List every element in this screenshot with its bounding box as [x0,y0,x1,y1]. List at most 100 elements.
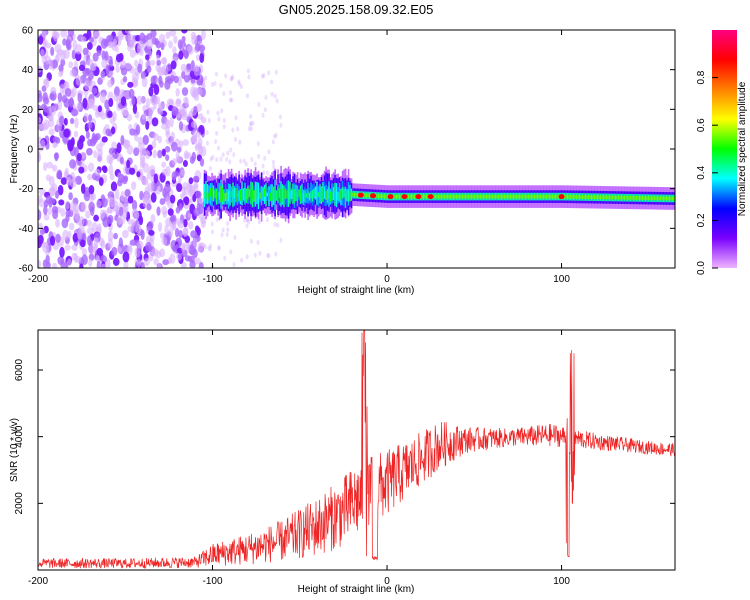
band-segment [482,194,485,199]
noise-blob [116,151,122,162]
noise-blob [189,260,196,268]
noise-blob [54,152,59,162]
band-segment [278,188,281,198]
noise-blob [140,156,146,167]
band-segment [568,194,570,199]
noise-blob [50,86,57,95]
noise-blob [42,30,47,38]
noise-blob [169,253,176,264]
noise-blob [195,87,203,96]
band-segment [212,188,215,196]
noise-blob [46,161,54,169]
noise-blob [124,139,131,148]
band-segment [313,188,315,199]
noise-blob [256,141,260,147]
noise-blob [80,183,86,195]
noise-blob [100,38,108,49]
band-segment [587,195,590,199]
band-segment [350,191,353,196]
band-segment [535,194,537,199]
noise-blob [57,184,64,196]
noise-blob [58,199,65,206]
band-segment [575,194,578,199]
spectrogram-plot-area [38,30,675,268]
noise-blob [139,190,144,201]
noise-blob [38,35,44,45]
band-segment [542,194,545,199]
noise-blob [122,110,129,117]
noise-blob [44,55,51,65]
noise-blob [192,237,198,248]
noise-blob [262,73,266,79]
band-segment [326,189,329,204]
noise-blob [200,116,207,124]
noise-blob [131,71,139,83]
band-segment [665,196,668,201]
noise-blob [69,159,77,169]
band-segment [268,190,270,200]
noise-blob [270,91,274,97]
noise-blob [113,86,120,97]
noise-blob [162,56,168,66]
noise-blob [146,97,151,109]
noise-blob [165,130,171,139]
noise-blob [150,214,156,224]
noise-blob [146,33,153,41]
y-tick-label: 40 [22,65,34,76]
noise-blob [54,190,60,199]
noise-blob [230,97,234,103]
noise-blob [78,166,85,174]
noise-blob [173,75,179,84]
band-segment [580,195,582,199]
snr-x-ticks: -200 -100 0 100 [28,330,570,587]
noise-blob [147,144,154,151]
noise-blob [230,76,234,82]
noise-blob [136,258,141,268]
noise-blob [128,167,136,175]
noise-blob [111,152,117,160]
x-tick-label: -100 [203,274,223,285]
noise-blob [199,52,205,64]
noise-blob [69,178,77,188]
noise-blob [97,105,102,113]
noise-blob [136,95,143,105]
band-segment [266,192,269,197]
noise-blob [86,219,92,228]
band-segment [335,191,338,199]
noise-blob [232,152,236,158]
noise-blob [96,260,101,268]
noise-blob [148,106,155,114]
noise-blob [132,103,138,114]
noise-blob [257,102,261,108]
colorbar-tick-label: 0.2 [696,213,707,227]
band-segment [442,194,444,199]
band-segment [208,192,210,201]
band-segment [637,196,639,200]
noise-blob [44,77,50,89]
noise-blob [38,65,42,73]
noise-blob [238,139,242,145]
hot-spot [558,194,565,200]
band-segment [653,196,656,201]
band-segment [257,188,260,201]
band-segment [539,194,542,199]
x-tick-label: 0 [384,274,390,285]
spectrogram-image [38,30,675,268]
noise-blob [135,34,141,42]
noise-blob [99,92,106,104]
noise-blob [267,70,271,76]
noise-blob [193,207,201,217]
band-segment [292,189,294,198]
band-segment [256,188,258,198]
noise-blob [60,177,68,185]
band-segment [472,194,474,199]
hot-spot [357,192,364,198]
band-segment [203,191,206,199]
noise-blob [237,81,241,87]
noise-blob [69,69,77,77]
noise-blob [105,64,110,75]
band-segment [667,196,669,201]
noise-blob [115,65,120,73]
colorbar-tick-label: 0.4 [696,165,707,179]
noise-blob [68,61,74,69]
